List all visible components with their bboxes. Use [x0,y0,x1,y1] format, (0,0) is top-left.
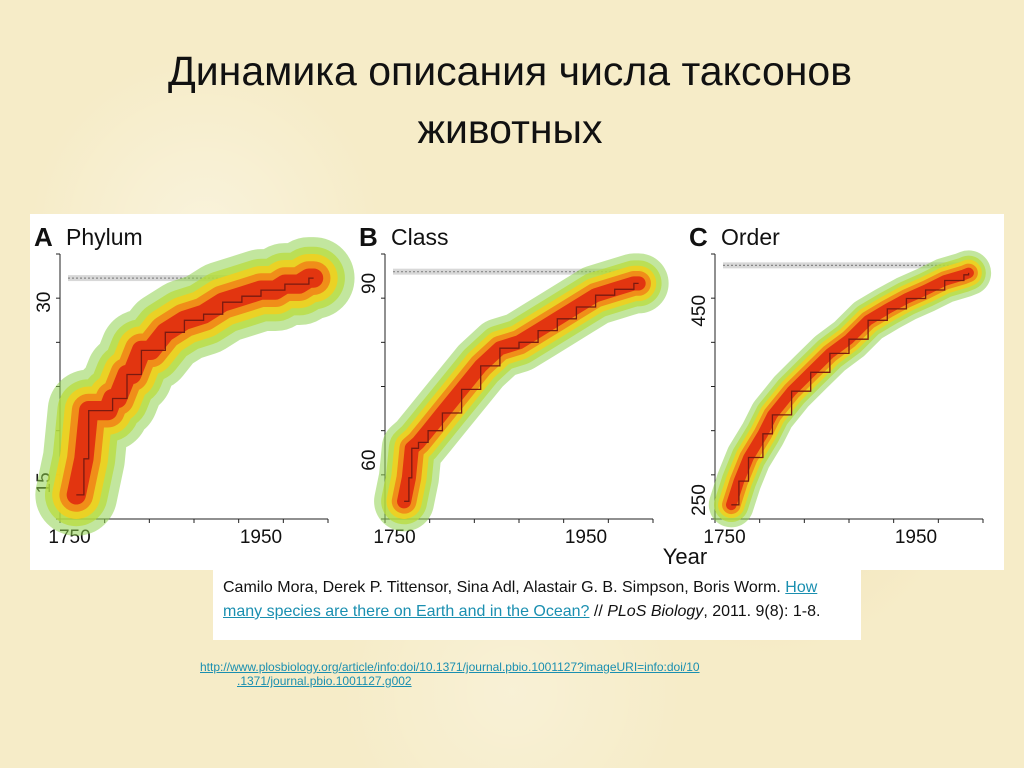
slide-title-line1: Динамика описания числа таксонов [168,48,852,94]
panel-title: Phylum [66,224,143,250]
citation-separator: // [589,603,608,620]
source-url-line1: http://www.plosbiology.org/article/info:… [200,660,700,674]
chart-panel-c: C Order 1750 1950 250 450 [689,222,992,548]
citation-authors: Camilo Mora, Derek P. Tittensor, Sina Ad… [223,579,786,596]
journal-name-part1: PLoS [607,603,647,620]
x-tick-label: 1950 [565,527,607,548]
y-tick-label: 450 [689,295,710,327]
citation-box: Camilo Mora, Derek P. Tittensor, Sina Ad… [213,570,861,640]
panel-letter: A [34,222,53,252]
source-url-link[interactable]: http://www.plosbiology.org/article/info:… [200,660,800,688]
chart-panel-b: B Class 1750 1950 60 90 [359,222,669,548]
series-line [76,277,314,496]
y-tick-label: 250 [689,484,710,516]
slide-title-line2: животных [417,106,603,152]
x-tick-label: 1950 [240,527,282,548]
series-line [404,282,639,502]
series-line [731,272,970,506]
panel-title: Class [391,224,449,250]
y-tick-label: 30 [34,292,55,313]
panel-letter: C [689,222,708,252]
x-tick-label: 1750 [703,527,745,548]
x-axis-label: Year [663,544,707,569]
slide-title: Динамика описания числа таксонов животны… [60,42,960,158]
y-tick-label: 90 [359,273,380,294]
citation-details: , 2011. 9(8): 1-8. [703,603,821,620]
source-url-line2: .1371/journal.pbio.1001127.g002 [237,674,412,688]
journal-name-part2: Biology [650,603,704,620]
density-band-0 [708,250,992,528]
panel-letter: B [359,222,378,252]
figure-panel: A Phylum 1750 1950 15 30 B Class 1750 1950 60 90 C Or… [30,214,1004,570]
article-link[interactable]: How many species are there on Earth and … [223,579,818,620]
density-band-4 [725,267,974,511]
x-tick-label: 1750 [373,527,415,548]
panel-title: Order [721,224,780,250]
x-tick-label: 1950 [895,527,937,548]
y-tick-label: 60 [359,450,380,471]
